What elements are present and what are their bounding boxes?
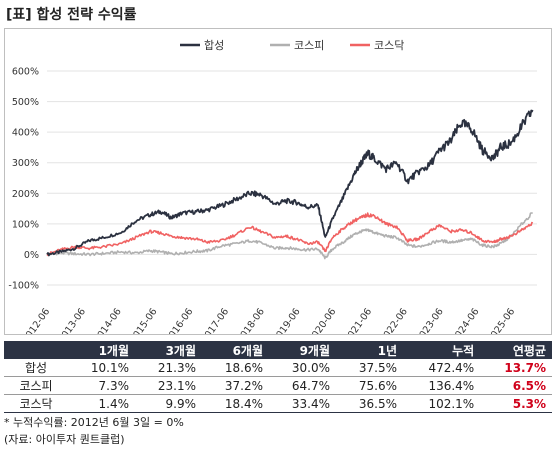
legend-label-0: 합성 — [204, 39, 224, 52]
x-tick-label: 2021-06 — [342, 306, 374, 334]
table-cell: 472.4% — [403, 359, 481, 377]
column-header — [4, 341, 68, 359]
table-cell: 23.1% — [135, 376, 202, 395]
y-tick-label: 400% — [12, 128, 39, 139]
x-tick-label: 2017-06 — [199, 306, 231, 334]
table-cell: 18.6% — [202, 359, 269, 377]
y-axis: 600% 500% 400% 300% 200% 100% 0% -100% — [8, 67, 39, 292]
table-cell: 136.4% — [403, 376, 481, 395]
table-row: 코스닥 1.4% 9.9% 18.4% 33.4% 36.5% 102.1% 5.3% — [4, 394, 552, 413]
table-cell: 1.4% — [68, 394, 135, 413]
x-tick-label: 2015-06 — [128, 306, 160, 334]
column-header: 6개월 — [202, 341, 269, 359]
y-tick-label: 300% — [12, 158, 39, 169]
table-header-row: 1개월 3개월 6개월 9개월 1년 누적 연평균 — [4, 341, 552, 359]
annual-return-cell: 13.7% — [480, 359, 552, 377]
table-cell: 21.3% — [135, 359, 202, 377]
column-header: 1년 — [336, 341, 403, 359]
series-line-1 — [46, 212, 533, 260]
table-cell: 36.5% — [336, 394, 403, 413]
table-cell: 30.0% — [269, 359, 336, 377]
series-line-2 — [46, 212, 534, 257]
row-label: 코스닥 — [4, 394, 68, 413]
x-tick-label: 2012-06 — [21, 306, 53, 334]
annual-return-cell: 5.3% — [480, 394, 552, 413]
y-tick-label: -100% — [8, 281, 39, 292]
footnote-cumulative: * 누적수익률: 2012년 6월 3일 = 0% — [4, 416, 184, 429]
legend-label-1: 코스피 — [294, 39, 324, 52]
annual-return-cell: 6.5% — [480, 376, 552, 395]
x-tick-label: 2022-06 — [378, 306, 410, 334]
x-axis: 2012-06 2013-06 2014-06 2015-06 2016-06 2017-… — [21, 306, 518, 345]
column-header: 누적 — [403, 341, 481, 359]
x-tick-label: 2020-06 — [307, 306, 339, 334]
table-cell: 64.7% — [269, 376, 336, 395]
series-line-0 — [46, 109, 534, 257]
x-tick-label: 2018-06 — [235, 306, 267, 334]
y-tick-label: 100% — [12, 219, 39, 230]
x-tick-label: 2016-06 — [164, 306, 196, 334]
row-label: 코스피 — [4, 376, 68, 395]
x-tick-label: 2014-06 — [92, 306, 124, 334]
y-tick-label: 500% — [12, 97, 39, 108]
line-chart: 합성 코스피 코스닥 600% 500% 400% 300% 200% 100% 0% -100%… — [8, 39, 537, 345]
table-row: 합성 10.1% 21.3% 18.6% 30.0% 37.5% 472.4% 13.7% — [4, 359, 552, 377]
y-tick-label: 200% — [12, 189, 39, 200]
table-cell: 37.2% — [202, 376, 269, 395]
x-tick-label: 2019-06 — [271, 306, 303, 334]
column-header: 연평균 — [480, 341, 552, 359]
y-tick-label: 600% — [12, 67, 39, 78]
row-label: 합성 — [4, 359, 68, 377]
legend: 합성 코스피 코스닥 — [180, 39, 404, 52]
x-tick-label: 2025-06 — [485, 306, 517, 334]
table-cell: 18.4% — [202, 394, 269, 413]
series-lines — [46, 109, 534, 260]
legend-label-2: 코스닥 — [374, 39, 404, 52]
column-header: 9개월 — [269, 341, 336, 359]
x-tick-label: 2024-06 — [450, 306, 482, 334]
table-cell: 33.4% — [269, 394, 336, 413]
table-cell: 9.9% — [135, 394, 202, 413]
chart-area: 합성 코스피 코스닥 600% 500% 400% 300% 200% 100% 0% -100%… — [4, 28, 552, 345]
footnote-source: (자료: 아이투자 퀀트클럽) — [4, 433, 125, 446]
x-tick-label: 2013-06 — [56, 306, 88, 334]
returns-table: 1개월 3개월 6개월 9개월 1년 누적 연평균 합성 10.1% 21.3% 18.6% 30.… — [4, 341, 552, 413]
x-tick-label: 2023-06 — [414, 306, 446, 334]
column-header: 1개월 — [68, 341, 135, 359]
table-cell: 102.1% — [403, 394, 481, 413]
chart-title: [표] 합성 전략 수익률 — [6, 7, 137, 23]
table-cell: 7.3% — [68, 376, 135, 395]
table-cell: 37.5% — [336, 359, 403, 377]
table-cell: 10.1% — [68, 359, 135, 377]
table-row: 코스피 7.3% 23.1% 37.2% 64.7% 75.6% 136.4% 6.5% — [4, 376, 552, 395]
grid-lines — [47, 70, 537, 286]
table-cell: 75.6% — [336, 376, 403, 395]
column-header: 3개월 — [135, 341, 202, 359]
y-tick-label: 0% — [24, 250, 39, 261]
